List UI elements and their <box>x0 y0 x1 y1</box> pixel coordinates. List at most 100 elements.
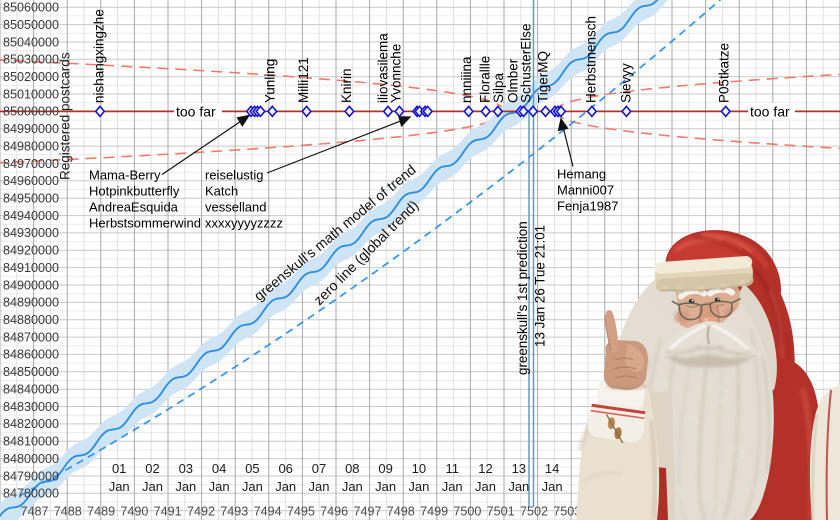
svg-text:Katch: Katch <box>205 184 238 199</box>
svg-text:greenskull's 1st prediction: greenskull's 1st prediction <box>515 221 530 375</box>
svg-text:11: 11 <box>445 461 459 476</box>
svg-text:01: 01 <box>112 461 126 476</box>
svg-text:Jan: Jan <box>475 479 496 494</box>
svg-text:nnniiina: nnniiina <box>459 56 474 103</box>
svg-text:7494: 7494 <box>254 505 282 519</box>
svg-text:10: 10 <box>412 461 426 476</box>
svg-text:too far: too far <box>176 104 216 120</box>
svg-text:Hotpinkbutterfly: Hotpinkbutterfly <box>89 184 180 199</box>
svg-text:Jan: Jan <box>309 479 330 494</box>
svg-text:84830000: 84830000 <box>3 400 59 414</box>
svg-text:84950000: 84950000 <box>3 192 59 206</box>
svg-text:vesselland: vesselland <box>205 200 266 215</box>
svg-text:84910000: 84910000 <box>3 261 59 275</box>
svg-text:84850000: 84850000 <box>3 365 59 379</box>
svg-text:TigerMQ: TigerMQ <box>536 51 551 103</box>
svg-text:85020000: 85020000 <box>3 70 59 84</box>
svg-text:84790000: 84790000 <box>3 469 59 483</box>
svg-text:03: 03 <box>179 461 193 476</box>
svg-text:nishangxingzhe: nishangxingzhe <box>92 9 107 103</box>
svg-text:84930000: 84930000 <box>3 226 59 240</box>
svg-text:Knirin: Knirin <box>339 68 354 103</box>
svg-text:84810000: 84810000 <box>3 435 59 449</box>
svg-text:04: 04 <box>212 461 226 476</box>
svg-text:13 Jan 26 Tue 21:01: 13 Jan 26 Tue 21:01 <box>533 225 548 347</box>
svg-text:85030000: 85030000 <box>3 53 59 67</box>
svg-text:Jan: Jan <box>342 479 363 494</box>
svg-text:07: 07 <box>312 461 326 476</box>
svg-text:85010000: 85010000 <box>3 87 59 101</box>
svg-text:85060000: 85060000 <box>3 1 59 15</box>
svg-text:too far: too far <box>750 104 790 120</box>
svg-text:Hemang: Hemang <box>557 167 606 182</box>
svg-text:xxxxyyyyzzzz: xxxxyyyyzzzz <box>205 216 283 231</box>
svg-text:7498: 7498 <box>387 505 415 519</box>
svg-text:84920000: 84920000 <box>3 244 59 258</box>
svg-text:84880000: 84880000 <box>3 313 59 327</box>
svg-text:reiselustig: reiselustig <box>205 168 264 183</box>
svg-text:Jan: Jan <box>408 479 429 494</box>
svg-text:Jan: Jan <box>442 479 463 494</box>
svg-text:Sievyy: Sievyy <box>619 63 634 103</box>
svg-text:Jan: Jan <box>375 479 396 494</box>
svg-text:Herbstsommerwind: Herbstsommerwind <box>89 216 201 231</box>
svg-text:Yunling: Yunling <box>262 59 277 103</box>
svg-text:05: 05 <box>245 461 259 476</box>
svg-text:84900000: 84900000 <box>3 278 59 292</box>
svg-text:7497: 7497 <box>353 505 381 519</box>
svg-text:Jan: Jan <box>142 479 163 494</box>
svg-text:7501: 7501 <box>487 505 515 519</box>
svg-text:84800000: 84800000 <box>3 452 59 466</box>
svg-text:Jan: Jan <box>542 479 563 494</box>
svg-text:02: 02 <box>145 461 159 476</box>
svg-text:84780000: 84780000 <box>3 487 59 501</box>
svg-text:7492: 7492 <box>187 505 215 519</box>
svg-text:Mama-Berry: Mama-Berry <box>89 168 161 183</box>
svg-text:Jan: Jan <box>209 479 230 494</box>
svg-text:Jan: Jan <box>175 479 196 494</box>
svg-text:7487: 7487 <box>20 505 48 519</box>
svg-text:7488: 7488 <box>54 505 82 519</box>
svg-text:Jan: Jan <box>508 479 529 494</box>
svg-text:84980000: 84980000 <box>3 139 59 153</box>
svg-text:7496: 7496 <box>320 505 348 519</box>
svg-text:84860000: 84860000 <box>3 348 59 362</box>
svg-text:84870000: 84870000 <box>3 330 59 344</box>
svg-text:Manni007: Manni007 <box>557 183 614 198</box>
svg-text:Olmber: Olmber <box>506 58 521 103</box>
svg-text:P05tkatze: P05tkatze <box>717 43 732 103</box>
svg-text:12: 12 <box>478 461 492 476</box>
svg-text:7499: 7499 <box>420 505 448 519</box>
svg-text:13: 13 <box>512 461 526 476</box>
svg-text:84970000: 84970000 <box>3 157 59 171</box>
svg-text:Milli121: Milli121 <box>296 57 311 103</box>
svg-text:85000000: 85000000 <box>3 105 59 119</box>
svg-text:Yvonnche: Yvonnche <box>389 44 404 103</box>
svg-text:85050000: 85050000 <box>3 18 59 32</box>
svg-text:SchusterElse: SchusterElse <box>519 23 534 103</box>
svg-text:7491: 7491 <box>154 505 182 519</box>
svg-text:7493: 7493 <box>220 505 248 519</box>
svg-text:14: 14 <box>545 461 559 476</box>
svg-text:7502: 7502 <box>520 505 548 519</box>
svg-text:09: 09 <box>378 461 392 476</box>
svg-text:84960000: 84960000 <box>3 174 59 188</box>
svg-text:84940000: 84940000 <box>3 209 59 223</box>
svg-text:7500: 7500 <box>453 505 481 519</box>
svg-text:84820000: 84820000 <box>3 417 59 431</box>
svg-text:Herbstmensch: Herbstmensch <box>584 16 599 103</box>
svg-text:Silpa: Silpa <box>491 72 506 103</box>
svg-text:7495: 7495 <box>287 505 315 519</box>
svg-text:Florallle: Florallle <box>478 56 493 103</box>
svg-text:84840000: 84840000 <box>3 383 59 397</box>
svg-text:Jan: Jan <box>109 479 130 494</box>
svg-text:iliovasilema: iliovasilema <box>375 33 390 103</box>
svg-text:Jan: Jan <box>242 479 263 494</box>
svg-text:Fenja1987: Fenja1987 <box>557 199 618 214</box>
svg-text:Registered postcards: Registered postcards <box>58 52 73 180</box>
svg-text:AndreaEsquida: AndreaEsquida <box>89 200 179 215</box>
svg-text:Jan: Jan <box>275 479 296 494</box>
svg-text:06: 06 <box>278 461 292 476</box>
svg-text:08: 08 <box>345 461 359 476</box>
svg-text:84890000: 84890000 <box>3 296 59 310</box>
